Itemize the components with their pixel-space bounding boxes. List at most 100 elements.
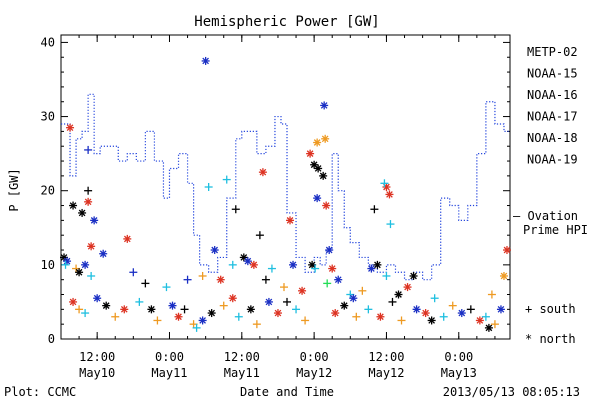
marker-stroke	[120, 306, 128, 313]
north-point	[81, 260, 90, 269]
marker-stroke	[211, 246, 219, 254]
marker-stroke	[306, 150, 314, 157]
legend-entry-noaa-15: NOAA-15	[527, 67, 578, 81]
x-axis: 12:00 May10 0:00 May11 12:00 May11 0:00 May12 12…	[60, 35, 496, 380]
south-point	[141, 279, 150, 288]
south-point	[198, 271, 207, 280]
north-point	[367, 264, 376, 273]
marker-stroke	[321, 135, 329, 143]
ovation-hpi-line	[61, 93, 510, 281]
south-point	[490, 320, 499, 329]
south-point	[311, 264, 320, 273]
south-point	[75, 305, 84, 314]
x-tick-label-time: 0:00	[300, 350, 329, 364]
x-tick-label-date: May11	[151, 366, 187, 380]
south-point	[382, 271, 391, 280]
south-point	[388, 297, 397, 306]
y-tick-label: 10	[41, 258, 55, 272]
x-tick-label-time: 12:00	[224, 350, 260, 364]
x-tick-label-date: May13	[441, 366, 477, 380]
north-point	[319, 171, 328, 180]
legend-entry-noaa-16: NOAA-16	[527, 88, 578, 102]
south-point	[234, 312, 243, 321]
south-point	[481, 312, 490, 321]
legend-ovation-line1: — Ovation	[513, 209, 578, 223]
marker-stroke	[368, 265, 375, 272]
south-point	[352, 312, 361, 321]
north-point	[427, 316, 436, 325]
south-point	[204, 183, 213, 191]
north-point	[373, 260, 382, 269]
north-point	[394, 290, 403, 299]
north-point	[123, 234, 132, 243]
legend-entry-noaa-17: NOAA-17	[527, 110, 578, 124]
north-point	[147, 305, 156, 314]
marker-stroke	[377, 313, 384, 321]
north-point	[228, 294, 237, 303]
south-point	[358, 286, 367, 295]
marker-stroke	[202, 57, 209, 65]
marker-stroke	[175, 313, 182, 321]
north-point	[502, 246, 511, 255]
south-point	[162, 283, 171, 292]
north-point	[286, 216, 295, 225]
north-point	[168, 301, 177, 310]
north-point	[328, 264, 337, 273]
north-point	[382, 183, 391, 191]
north-point	[258, 168, 267, 177]
marker-stroke	[322, 202, 330, 209]
north-point	[246, 305, 255, 314]
footer-timestamp: 2013/05/13 08:05:13	[443, 385, 580, 399]
north-point	[340, 301, 349, 310]
north-point	[201, 56, 210, 65]
north-point	[320, 101, 329, 110]
marker-stroke	[395, 291, 402, 298]
marker-stroke	[313, 139, 321, 146]
south-point	[192, 323, 201, 332]
south-point	[111, 312, 120, 321]
marker-stroke	[66, 124, 74, 132]
x-tick-label-date: May12	[368, 366, 404, 380]
marker-stroke	[383, 183, 390, 191]
x-tick-label-time: 0:00	[155, 350, 184, 364]
x-tick-label-time: 12:00	[368, 350, 404, 364]
legend-ovation-line2: Prime HPI	[523, 223, 588, 237]
marker-stroke	[60, 254, 68, 261]
south-point	[364, 305, 373, 314]
north-point	[321, 134, 330, 143]
marker-stroke	[404, 283, 411, 291]
marker-stroke	[320, 102, 328, 109]
north-point	[313, 138, 322, 147]
marker-stroke	[503, 246, 511, 254]
south-point	[135, 297, 144, 306]
south-point	[380, 179, 389, 188]
marker-stroke	[247, 306, 255, 313]
north-point	[264, 297, 273, 306]
north-point	[66, 123, 75, 132]
marker-stroke	[84, 198, 92, 206]
marker-stroke	[87, 242, 95, 250]
north-point	[243, 257, 252, 266]
marker-stroke	[340, 302, 348, 309]
south-point	[301, 316, 310, 325]
marker-stroke	[458, 309, 466, 317]
north-point	[334, 275, 343, 284]
south-point	[252, 320, 261, 329]
marker-stroke	[217, 276, 225, 284]
marker-stroke	[485, 324, 493, 332]
marker-stroke	[334, 276, 342, 284]
south-point	[153, 316, 162, 325]
marker-stroke	[99, 250, 107, 258]
north-point	[499, 271, 508, 280]
y-axis: 0 10 20 30 40	[41, 35, 510, 346]
north-point	[69, 201, 78, 210]
north-point	[93, 294, 102, 303]
north-point	[314, 164, 323, 173]
south-point	[183, 275, 192, 284]
south-point	[279, 283, 288, 292]
south-point	[180, 305, 189, 314]
north-point	[78, 208, 87, 217]
data-points	[60, 56, 511, 332]
x-axis-label: Date and Time	[240, 385, 334, 399]
